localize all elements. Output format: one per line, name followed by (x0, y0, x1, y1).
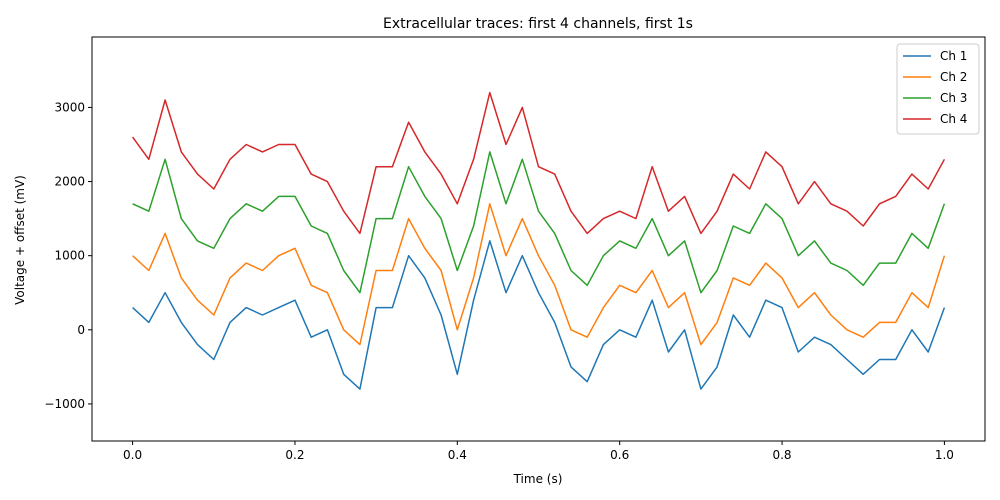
series-line-4 (131, 91, 946, 235)
chart-title: Extracellular traces: first 4 channels, … (383, 16, 693, 32)
y-axis-label: Voltage + offset (mV) (13, 175, 27, 305)
legend-box (896, 43, 980, 135)
x-tick-label: 1.0 (935, 448, 954, 462)
x-tick-label: 0.8 (772, 448, 791, 462)
y-axis: −1000 0 1000 2000 3000 (44, 100, 92, 411)
series-line-3 (132, 151, 946, 294)
x-tick-label: 0.4 (448, 448, 467, 462)
series-line-2 (132, 203, 946, 346)
x-tick-label: 0.2 (285, 448, 304, 462)
x-tick-label: 0.6 (610, 448, 629, 462)
legend-label: Ch 3 (940, 91, 967, 105)
y-tick-label: 3000 (54, 100, 85, 114)
y-tick-label: 2000 (54, 175, 85, 189)
series-line-1 (132, 240, 946, 390)
plot-frame (91, 36, 986, 442)
plot-lines (131, 91, 946, 390)
y-tick-label: −1000 (44, 397, 85, 411)
y-tick-label: 0 (77, 323, 85, 337)
x-tick-label: 0.0 (123, 448, 142, 462)
legend-label: Ch 2 (940, 70, 967, 84)
legend-label: Ch 4 (940, 112, 967, 126)
legend-label: Ch 1 (940, 49, 967, 63)
x-axis-label: Time (s) (513, 472, 563, 486)
legend: Ch 1 Ch 2 Ch 3 Ch 4 (896, 43, 980, 135)
x-axis: 0.0 0.2 0.4 0.6 0.8 1.0 (123, 441, 954, 462)
y-tick-label: 1000 (54, 249, 85, 263)
